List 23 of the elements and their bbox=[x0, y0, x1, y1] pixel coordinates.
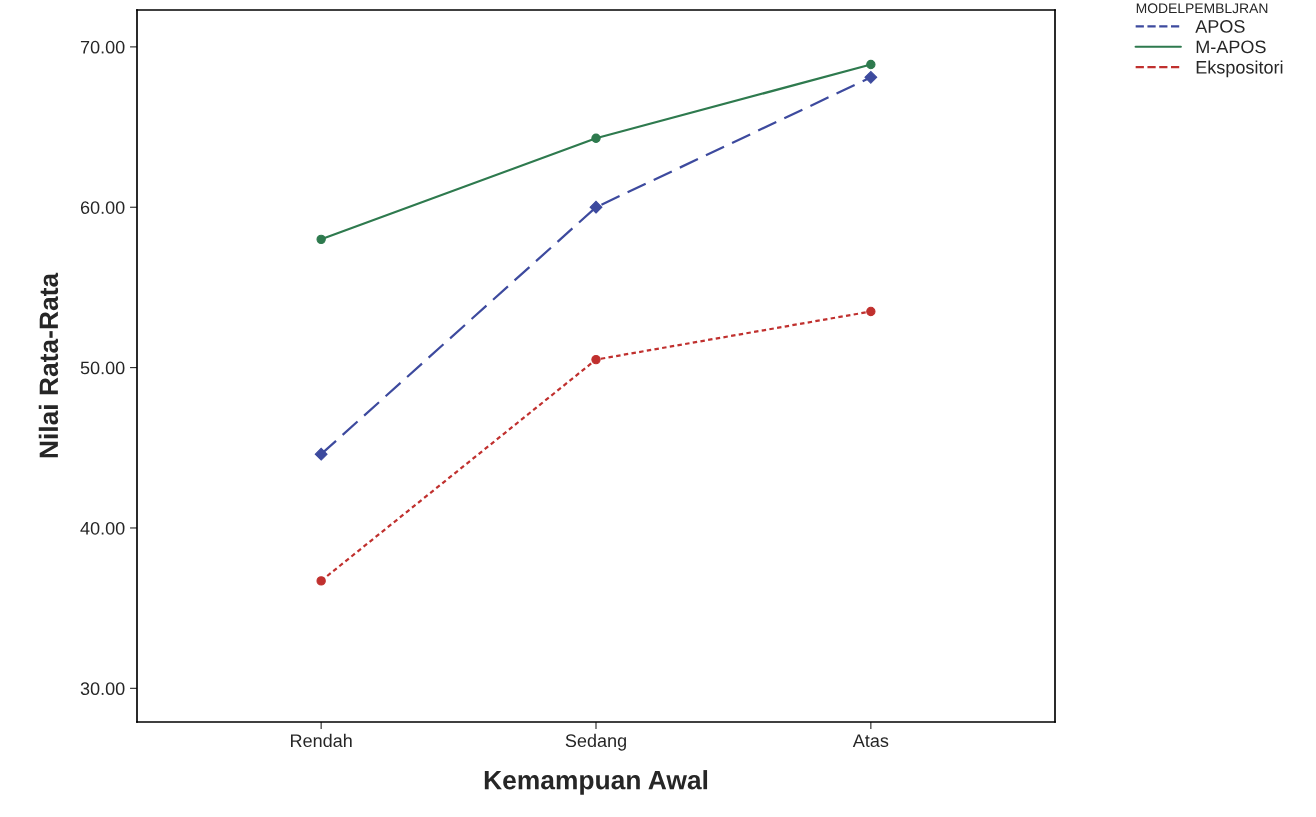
legend-label: APOS bbox=[1195, 20, 1245, 33]
y-tick-label: 30.00 bbox=[80, 682, 125, 696]
x-axis-title: Kemampuan Awal bbox=[484, 770, 708, 795]
point bbox=[866, 59, 876, 70]
point bbox=[591, 354, 601, 365]
x-tick-label: Sedang bbox=[565, 733, 626, 751]
legend-label: Ekspositori bbox=[1196, 60, 1283, 78]
point bbox=[314, 447, 328, 461]
y-tick-label: 40.00 bbox=[80, 521, 125, 535]
point bbox=[864, 70, 878, 84]
y-tick-label: 70.00 bbox=[80, 40, 125, 54]
point bbox=[316, 576, 326, 586]
x-tick-label: Atas bbox=[852, 734, 889, 748]
x-tick-label: Rendah bbox=[291, 733, 352, 748]
point bbox=[589, 200, 603, 214]
point bbox=[591, 133, 601, 143]
point bbox=[316, 234, 326, 244]
point bbox=[866, 306, 876, 317]
legend-title: MODELPEMBLJRAN bbox=[1136, 3, 1268, 14]
legend-label: M-APOS bbox=[1196, 40, 1266, 54]
y-tick-label: 60.00 bbox=[80, 201, 125, 214]
y-axis-title: Nilai Rata-Rata bbox=[38, 272, 59, 458]
y-tick-label: 50.00 bbox=[80, 361, 125, 375]
